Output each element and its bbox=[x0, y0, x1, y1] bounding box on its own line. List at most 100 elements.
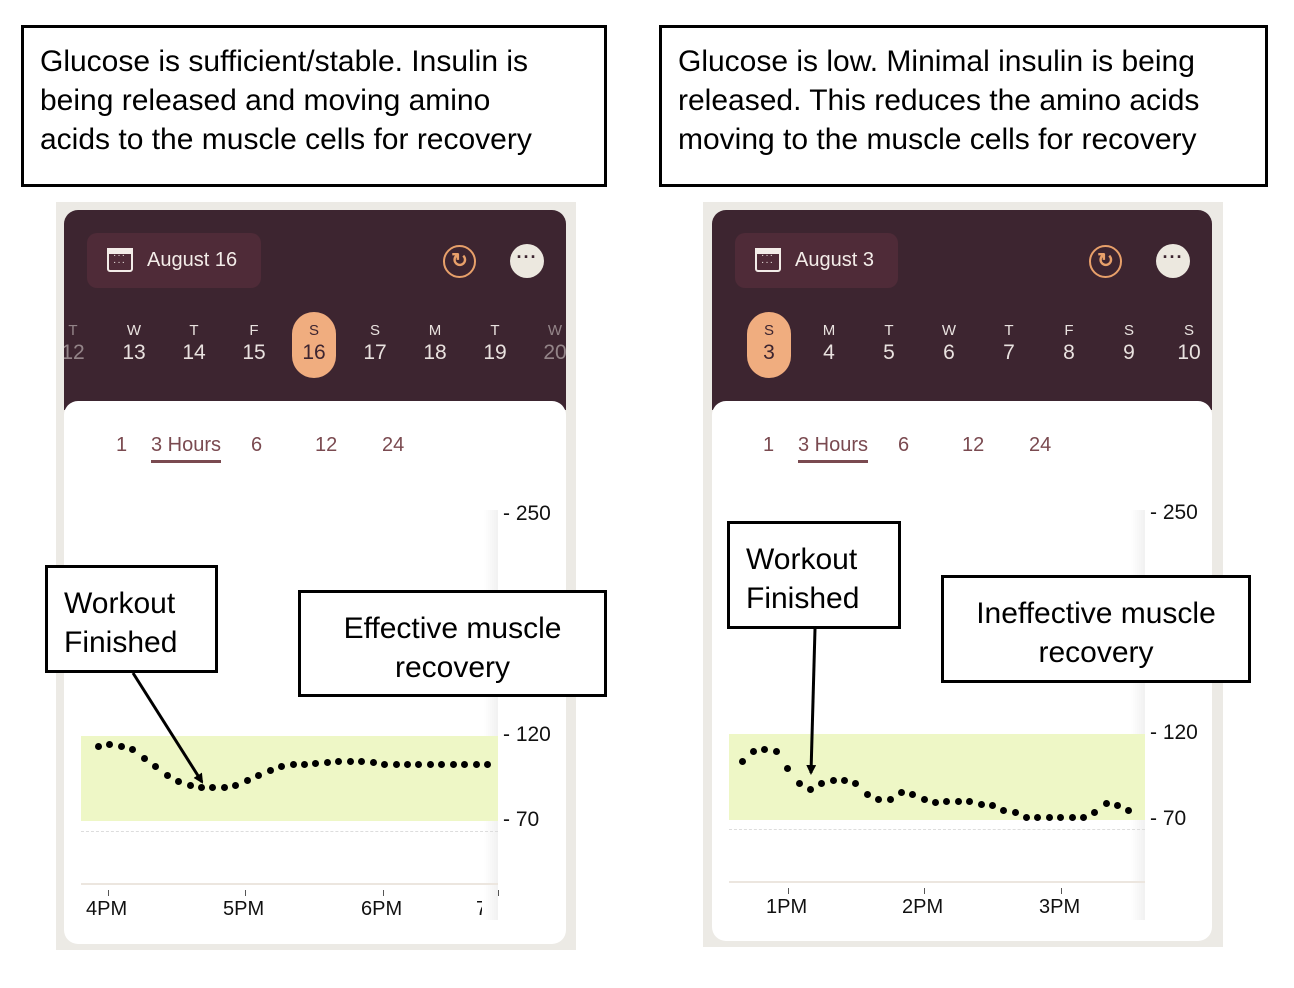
glucose-reading-dot bbox=[392, 760, 400, 768]
glucose-reading-dot bbox=[863, 790, 871, 798]
day-selector-17[interactable]: S 17 bbox=[353, 312, 397, 378]
calendar-icon bbox=[755, 248, 781, 272]
x-axis-tick bbox=[924, 888, 925, 894]
tab-range-2[interactable]: 6 bbox=[251, 434, 263, 456]
x-axis-line bbox=[729, 881, 1145, 883]
day-selector-13[interactable]: W 13 bbox=[112, 312, 156, 378]
day-number: 9 bbox=[1123, 341, 1135, 364]
tab-range-4[interactable]: 24 bbox=[382, 434, 405, 456]
note-line: Glucose is low. Minimal insulin is being bbox=[678, 45, 1195, 78]
tab-range-1[interactable]: 3 Hours bbox=[151, 434, 222, 463]
date-label: August 3 bbox=[795, 249, 874, 271]
glucose-reading-dot bbox=[358, 758, 366, 765]
x-axis-tick bbox=[108, 890, 109, 896]
glucose-reading-dot bbox=[1034, 813, 1042, 821]
tab-range-0[interactable]: 1 bbox=[116, 434, 128, 456]
glucose-reading-dot bbox=[106, 741, 114, 748]
weekday-letter: M bbox=[428, 322, 442, 339]
glucose-reading-dot bbox=[784, 764, 792, 772]
day-selector-10[interactable]: S 10 bbox=[1167, 312, 1211, 378]
glucose-reading-dot bbox=[1000, 807, 1008, 815]
glucose-reading-dot bbox=[163, 771, 171, 779]
x-axis-label: 3PM bbox=[1039, 896, 1081, 918]
x-axis-tick bbox=[383, 890, 384, 896]
day-number: 12 bbox=[61, 341, 85, 364]
weekday-letter: T bbox=[189, 322, 199, 339]
low-threshold-line bbox=[81, 831, 498, 832]
day-selector-19[interactable]: T 19 bbox=[473, 312, 517, 378]
x-axis-label: 6PM bbox=[361, 898, 403, 920]
low-threshold-line bbox=[729, 829, 1145, 830]
tab-range-4[interactable]: 24 bbox=[1029, 434, 1052, 456]
glucose-reading-dot bbox=[278, 763, 286, 771]
glucose-reading-dot bbox=[761, 745, 769, 753]
glucose-reading-dot bbox=[449, 761, 457, 769]
glucose-reading-dot bbox=[988, 801, 996, 809]
note-line: Workout bbox=[64, 587, 176, 620]
note-line: Finished bbox=[746, 582, 860, 615]
glucose-reading-dot bbox=[750, 747, 758, 755]
glucose-reading-dot bbox=[209, 783, 217, 791]
glucose-reading-dot bbox=[818, 780, 826, 788]
glucose-reading-dot bbox=[220, 783, 228, 791]
refresh-icon[interactable]: ↻ bbox=[1089, 245, 1122, 278]
glucose-reading-dot bbox=[381, 760, 389, 768]
day-selector-12[interactable]: T 12 bbox=[51, 312, 95, 378]
refresh-icon[interactable]: ↻ bbox=[443, 245, 476, 278]
x-axis-label: 2PM bbox=[902, 896, 944, 918]
glucose-reading-dot bbox=[1079, 813, 1087, 821]
tab-range-3[interactable]: 12 bbox=[962, 434, 985, 456]
glucose-reading-dot bbox=[954, 797, 962, 805]
note-line: recovery bbox=[1038, 636, 1154, 669]
glucose-reading-dot bbox=[795, 780, 803, 788]
date-label: August 16 bbox=[147, 249, 238, 271]
y-axis-label: - 250 bbox=[1150, 501, 1198, 524]
tab-range-1[interactable]: 3 Hours bbox=[798, 434, 869, 463]
date-picker-button[interactable]: August 16 bbox=[87, 233, 261, 288]
note-line: being released and moving amino bbox=[40, 84, 491, 117]
note-line: Glucose is sufficient/stable. Insulin is bbox=[40, 45, 529, 78]
day-selector-18[interactable]: M 18 bbox=[413, 312, 457, 378]
tab-range-0[interactable]: 1 bbox=[763, 434, 775, 456]
weekday-letter: W bbox=[941, 322, 957, 339]
note-effective-recovery: Effective muscle recovery bbox=[298, 590, 607, 697]
note-line: acids to the muscle cells for recovery bbox=[40, 123, 532, 156]
day-selector-16[interactable]: S 16 bbox=[292, 312, 336, 378]
glucose-reading-dot bbox=[977, 801, 985, 809]
x-axis-tick bbox=[245, 890, 246, 896]
weekday-letter: S bbox=[369, 322, 380, 339]
glucose-reading-dot bbox=[300, 760, 308, 768]
tab-range-2[interactable]: 6 bbox=[898, 434, 910, 456]
x-axis-tick bbox=[1061, 888, 1062, 894]
glucose-reading-dot bbox=[255, 771, 263, 779]
glucose-reading-dot bbox=[943, 797, 951, 805]
glucose-reading-dot bbox=[472, 761, 480, 769]
tab-range-3[interactable]: 12 bbox=[315, 434, 338, 456]
glucose-reading-dot bbox=[346, 758, 354, 765]
glucose-reading-dot bbox=[1011, 808, 1019, 816]
more-options-button[interactable]: ··· bbox=[510, 244, 544, 278]
glucose-reading-dot bbox=[1057, 813, 1065, 821]
glucose-reading-dot bbox=[335, 758, 343, 765]
date-picker-button[interactable]: August 3 bbox=[735, 233, 898, 288]
glucose-reading-dot bbox=[829, 776, 837, 784]
day-selector-20[interactable]: W 20 bbox=[533, 312, 577, 378]
weekday-letter: F bbox=[1064, 322, 1074, 339]
y-axis-label: - 70 bbox=[503, 808, 540, 831]
day-number: 10 bbox=[1177, 341, 1201, 364]
day-number: 8 bbox=[1063, 341, 1075, 364]
more-options-button[interactable]: ··· bbox=[1156, 244, 1190, 278]
day-number: 15 bbox=[242, 341, 266, 364]
day-selector-14[interactable]: T 14 bbox=[172, 312, 216, 378]
y-axis-label: - 120 bbox=[503, 723, 551, 746]
weekday-letter: S bbox=[1123, 322, 1134, 339]
note-line: moving to the muscle cells for recovery bbox=[678, 123, 1197, 156]
day-selector-15[interactable]: F 15 bbox=[232, 312, 276, 378]
